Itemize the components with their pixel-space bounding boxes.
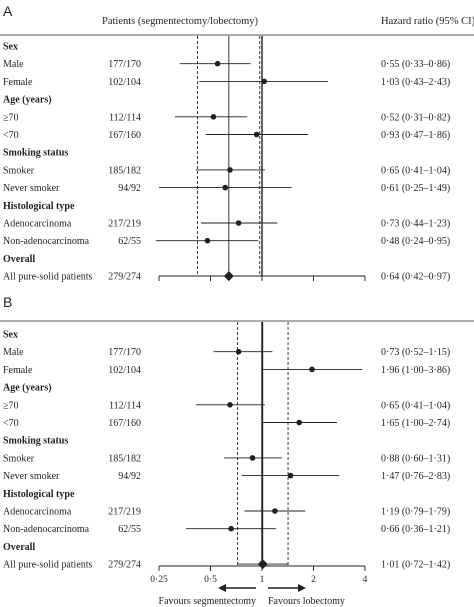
patients-count: 112/114	[109, 400, 141, 411]
row-label: All pure-solid patients	[3, 272, 93, 283]
row-label: Male	[3, 347, 24, 358]
x-tick-label: 0·5	[204, 575, 217, 585]
hazard-ratio-value: 1·19 (0·79–1·79)	[381, 507, 450, 518]
row-label: Never smoker	[3, 471, 60, 482]
point-estimate	[253, 131, 260, 138]
section-heading: Age (years)	[3, 383, 52, 394]
row-label: Non-adenocarcinoma	[3, 524, 90, 535]
patients-count: 177/170	[108, 59, 141, 70]
section-heading: Overall	[3, 254, 35, 265]
section-heading: Sex	[3, 330, 18, 341]
panel-letter: A	[3, 3, 13, 19]
x-tick-label: 0·25	[150, 575, 168, 585]
row-label: Adenocarcinoma	[3, 507, 72, 518]
point-estimate	[204, 237, 211, 244]
hazard-ratio-value: 0·73 (0·44–1·23)	[381, 219, 450, 230]
row-label: Smoker	[3, 165, 35, 176]
x-tick-label: 4	[363, 575, 368, 585]
favours-segmentectomy-arrowhead	[218, 584, 226, 592]
panel-letter: B	[3, 294, 12, 310]
patients-count: 185/182	[108, 165, 141, 176]
patients-count: 279/274	[108, 272, 141, 283]
point-estimate	[228, 525, 234, 532]
row-label: ≥70	[3, 400, 19, 411]
hazard-ratio-value: 1·03 (0·43–2·43)	[381, 77, 450, 88]
point-estimate	[272, 508, 278, 514]
patients-count: 112/114	[109, 112, 141, 123]
hazard-ratio-value: 1·01 (0·72–1·42)	[381, 560, 450, 571]
row-label: ≥70	[3, 112, 19, 123]
x-tick-label: 1	[260, 575, 265, 585]
section-heading: Histological type	[3, 489, 75, 500]
point-estimate	[261, 78, 267, 85]
x-tick-label: 2	[311, 575, 316, 585]
row-label: <70	[3, 130, 19, 141]
hazard-ratio-value: 0·65 (0·41–1·04)	[381, 400, 450, 411]
patients-count: 217/219	[108, 507, 141, 518]
patients-count: 177/170	[108, 347, 141, 358]
favours-lobectomy-arrowhead	[298, 584, 306, 592]
row-label: Smoker	[3, 453, 35, 464]
section-heading: Smoking status	[3, 436, 68, 447]
hazard-ratio-value: 0·65 (0·41–1·04)	[381, 165, 450, 176]
patients-count: 217/219	[108, 219, 141, 230]
section-heading: Age (years)	[3, 95, 52, 106]
hazard-ratio-value: 0·55 (0·33–0·86)	[381, 59, 450, 70]
row-label: Never smoker	[3, 183, 60, 194]
row-label: Non-adenocarcinoma	[3, 236, 90, 247]
hazard-ratio-value: 0·61 (0·25–1·49)	[381, 183, 450, 194]
patients-count: 102/104	[108, 77, 141, 88]
hazard-ratio-value: 0·88 (0·60–1·31)	[381, 453, 450, 464]
hazard-ratio-value: 0·52 (0·31–0·82)	[381, 112, 450, 123]
patients-count: 167/160	[108, 418, 141, 429]
section-heading: Smoking status	[3, 148, 68, 159]
point-estimate	[296, 419, 303, 426]
section-heading: Overall	[3, 542, 35, 553]
patients-column-header: Patients (segmentectomy/lobectomy)	[102, 16, 259, 27]
favours-lobectomy-label: Favours lobectomy	[268, 596, 345, 607]
section-heading: Sex	[3, 42, 18, 53]
patients-count: 62/55	[118, 236, 141, 247]
point-estimate	[222, 184, 229, 191]
hazard-ratio-value: 1·96 (1·00–3·86)	[381, 365, 450, 376]
point-estimate	[287, 472, 294, 479]
section-heading: Histological type	[3, 201, 75, 212]
hazard-ratio-value: 0·73 (0·52–1·15)	[381, 347, 450, 358]
patients-count: 279/274	[108, 560, 141, 571]
row-label: Adenocarcinoma	[3, 219, 72, 230]
patients-count: 94/92	[118, 183, 141, 194]
patients-count: 167/160	[108, 130, 141, 141]
row-label: All pure-solid patients	[3, 560, 93, 571]
row-label: Female	[3, 365, 33, 376]
hazard-ratio-value: 1·47 (0·76–2·83)	[381, 471, 450, 482]
overall-estimate-diamond	[257, 559, 268, 570]
point-estimate	[227, 402, 233, 408]
patients-count: 102/104	[108, 365, 141, 376]
row-label: <70	[3, 418, 19, 429]
point-estimate	[210, 114, 217, 120]
point-estimate	[235, 348, 242, 355]
point-estimate	[309, 366, 315, 373]
hazard-ratio-value: 0·66 (0·36–1·21)	[381, 524, 450, 535]
patients-count: 185/182	[108, 453, 141, 464]
point-estimate	[235, 220, 242, 226]
point-estimate	[214, 60, 221, 67]
hazard-ratio-value: 1·65 (1·00–2·74)	[381, 418, 450, 429]
row-label: Male	[3, 59, 24, 70]
point-estimate	[227, 167, 233, 173]
row-label: Female	[3, 77, 33, 88]
favours-segmentectomy-label: Favours segmentectomy	[159, 596, 256, 607]
patients-count: 94/92	[118, 471, 141, 482]
overall-estimate-diamond	[223, 271, 234, 282]
patients-count: 62/55	[118, 524, 141, 535]
point-estimate	[249, 455, 256, 461]
hazard-ratio-column-header: Hazard ratio (95% CI)	[381, 16, 474, 27]
hazard-ratio-value: 0·48 (0·24–0·95)	[381, 236, 450, 247]
hazard-ratio-value: 0·64 (0·42–0·97)	[381, 272, 450, 283]
hazard-ratio-value: 0·93 (0·47–1·86)	[381, 130, 450, 141]
